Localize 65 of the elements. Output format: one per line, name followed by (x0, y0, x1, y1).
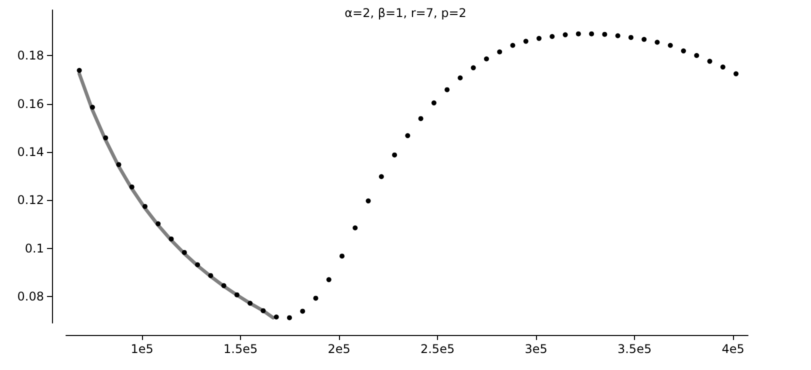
y-tick-label: 0.1 (24, 241, 44, 256)
point (392, 152, 398, 158)
y-tick-label: 0.14 (17, 145, 44, 160)
point (734, 71, 739, 76)
point (431, 100, 436, 106)
point (562, 32, 568, 38)
point (103, 135, 108, 140)
point (76, 68, 82, 73)
y-tick-label: 0.08 (17, 290, 44, 304)
point (444, 87, 450, 92)
point (208, 273, 214, 278)
point (352, 225, 358, 230)
y-tick-label: 0.18 (17, 48, 44, 63)
point (378, 174, 384, 180)
point (497, 49, 502, 54)
x-tick-label: 1.5e5 (223, 342, 258, 356)
x-tick-label: 4e5 (722, 342, 744, 356)
point (470, 65, 476, 70)
point (654, 40, 660, 45)
point (116, 162, 122, 168)
point (628, 34, 634, 40)
point (142, 204, 148, 209)
point (260, 308, 266, 314)
point (195, 262, 200, 268)
point (458, 75, 463, 80)
x-tick-label: 2.5e5 (420, 342, 455, 356)
point (720, 64, 726, 70)
point (589, 31, 594, 36)
point (129, 184, 134, 190)
point (484, 56, 489, 62)
point (340, 254, 345, 259)
point (300, 308, 306, 314)
x-tick-label: 3.5e5 (617, 342, 652, 356)
point (326, 277, 332, 282)
point (221, 283, 226, 288)
chart-title: α=2, β=1, r=7, p=2 (344, 6, 466, 20)
point (182, 250, 187, 255)
point (156, 221, 161, 226)
x-tick-label: 1e5 (130, 342, 154, 356)
point (694, 53, 700, 58)
point (576, 31, 581, 36)
point (707, 58, 712, 64)
point (168, 236, 174, 242)
point (602, 32, 608, 37)
point (550, 34, 555, 39)
point (523, 38, 528, 44)
point (313, 296, 318, 301)
point (680, 48, 686, 54)
point (510, 42, 516, 48)
point (668, 42, 673, 48)
x-tick-label: 2e5 (328, 342, 350, 356)
x-tick-label: 3e5 (524, 342, 548, 356)
point (234, 292, 240, 298)
point (366, 198, 371, 204)
y-tick-label: 0.12 (17, 193, 44, 208)
point (248, 300, 253, 306)
point (615, 33, 620, 38)
point (274, 314, 279, 320)
point (405, 133, 410, 138)
y-tick-label: 0.16 (17, 96, 44, 111)
point (642, 36, 647, 42)
point (536, 36, 542, 41)
point (418, 116, 424, 122)
point (90, 104, 95, 110)
point (286, 315, 292, 320)
